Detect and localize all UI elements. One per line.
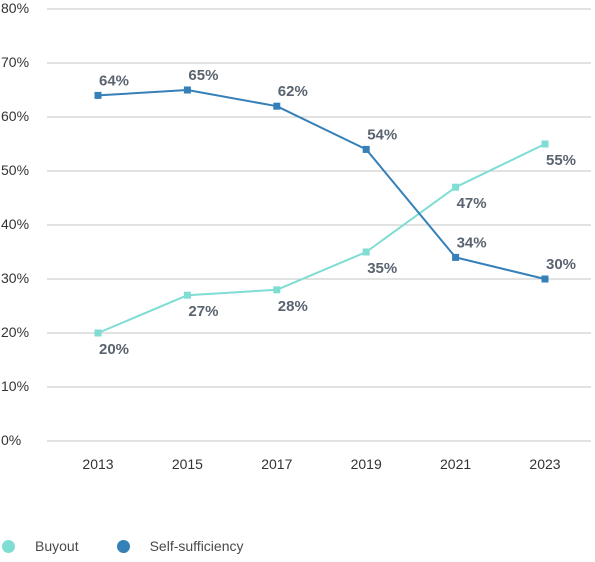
data-label-buyout: 27% — [188, 303, 218, 320]
data-point-self-sufficiency[interactable] — [94, 91, 102, 99]
data-point-buyout[interactable] — [362, 248, 370, 256]
x-tick-label: 2019 — [351, 456, 382, 472]
y-axis-tick-labels: 0% 10% 20% 30% 40% 50% 60% 70% 80% — [1, 0, 29, 448]
data-point-buyout[interactable] — [183, 291, 191, 299]
series-line-self-sufficiency — [97, 89, 546, 280]
data-label-buyout: 55% — [546, 152, 576, 169]
data-point-self-sufficiency[interactable] — [362, 145, 370, 153]
legend-label-buyout: Buyout — [35, 538, 79, 554]
legend-swatch-buyout — [2, 539, 15, 553]
data-point-self-sufficiency[interactable] — [273, 102, 281, 110]
legend-item-buyout[interactable]: Buyout — [0, 538, 79, 554]
data-label-self-sufficiency: 34% — [457, 234, 487, 251]
data-label-buyout: 20% — [99, 341, 129, 358]
data-point-buyout[interactable] — [94, 329, 102, 337]
legend-swatch-self-sufficiency — [116, 539, 130, 553]
x-tick-label: 2021 — [440, 456, 471, 472]
y-tick-label: 30% — [1, 270, 29, 286]
data-labels: 20% 27% 28% 35% 47% 55% 64% 65% 62% 54% 34% 30% — [99, 67, 576, 358]
y-tick-label: 10% — [1, 378, 29, 394]
data-label-buyout: 47% — [457, 195, 487, 212]
data-point-self-sufficiency[interactable] — [541, 275, 549, 283]
data-label-self-sufficiency: 54% — [367, 126, 397, 143]
y-tick-label: 0% — [1, 432, 21, 448]
x-axis-tick-labels: 2013 2015 2017 2019 2021 2023 — [82, 456, 560, 472]
data-point-buyout[interactable] — [452, 183, 460, 191]
data-label-buyout: 35% — [367, 260, 397, 277]
y-tick-label: 60% — [1, 108, 29, 124]
data-label-self-sufficiency: 65% — [188, 67, 218, 84]
legend: Buyout Self-sufficiency — [0, 536, 280, 556]
y-tick-label: 20% — [1, 324, 29, 340]
series-lines — [97, 89, 546, 334]
legend-label-self-sufficiency: Self-sufficiency — [149, 538, 244, 554]
y-tick-label: 40% — [1, 216, 29, 232]
x-tick-label: 2013 — [82, 456, 113, 472]
y-tick-label: 80% — [1, 0, 29, 16]
series-line-buyout — [97, 143, 546, 334]
data-point-buyout[interactable] — [273, 286, 281, 294]
data-label-self-sufficiency: 64% — [99, 72, 129, 89]
data-label-self-sufficiency: 62% — [278, 83, 308, 100]
gridlines — [47, 8, 591, 442]
data-label-self-sufficiency: 30% — [546, 256, 576, 273]
x-tick-label: 2023 — [529, 456, 560, 472]
x-tick-label: 2017 — [261, 456, 292, 472]
x-tick-label: 2015 — [172, 456, 203, 472]
data-point-buyout[interactable] — [541, 140, 549, 148]
y-tick-label: 70% — [1, 54, 29, 70]
data-point-self-sufficiency[interactable] — [183, 86, 191, 94]
series-markers — [94, 86, 549, 337]
data-point-self-sufficiency[interactable] — [452, 253, 460, 261]
legend-item-self-sufficiency[interactable]: Self-sufficiency — [115, 538, 244, 554]
y-tick-label: 50% — [1, 162, 29, 178]
data-label-buyout: 28% — [278, 298, 308, 315]
